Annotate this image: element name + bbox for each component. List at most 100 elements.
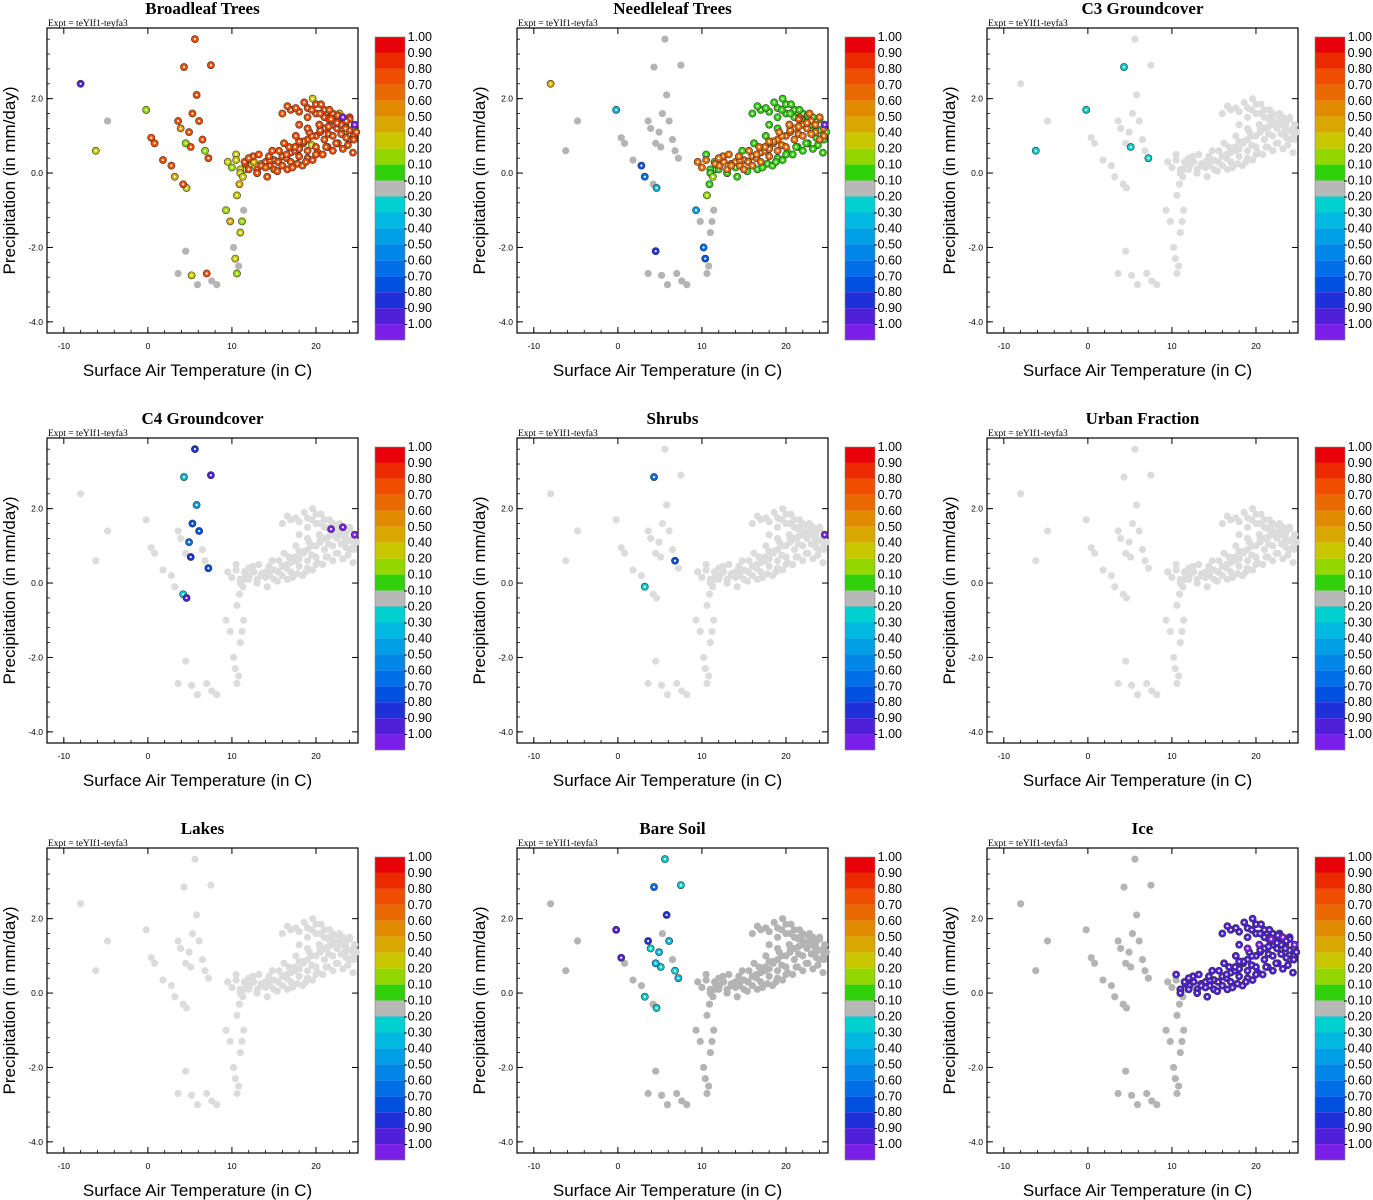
y-tick-label: -2.0 [498, 652, 513, 662]
x-axis-label: Surface Air Temperature (in C) [83, 771, 312, 790]
data-point-center [1254, 973, 1258, 976]
data-point [778, 926, 786, 934]
colorbar-segment [845, 84, 875, 101]
data-point [174, 937, 182, 945]
data-point-center [1207, 975, 1211, 978]
colorbar-label: -0.70 [404, 679, 433, 693]
colorbar-segment [375, 1128, 405, 1145]
data-point [1218, 572, 1226, 580]
data-point [268, 967, 276, 975]
data-point-center [655, 186, 658, 190]
data-point-center [763, 145, 767, 149]
data-point [814, 961, 822, 969]
colorbar-label: -0.10 [874, 174, 903, 188]
data-point [1175, 1000, 1184, 1008]
data-point-center [768, 123, 771, 126]
data-point [333, 529, 341, 537]
data-point-center [321, 153, 324, 156]
data-point [1135, 117, 1143, 125]
data-point [1138, 955, 1147, 964]
data-point [673, 679, 681, 688]
data-point [683, 691, 691, 699]
colorbar-segment [375, 857, 405, 873]
data-point [701, 665, 709, 673]
data-point [750, 549, 758, 557]
colorbar-segment [845, 888, 875, 905]
data-point [228, 573, 236, 582]
colorbar-segment [375, 244, 405, 261]
data-point [236, 989, 244, 997]
data-point [1114, 1089, 1122, 1098]
data-point [300, 918, 308, 926]
data-point [1135, 527, 1143, 535]
colorbar-segment [845, 1128, 875, 1145]
colorbar-segment [375, 1080, 405, 1097]
data-point [1133, 1101, 1142, 1109]
data-point [263, 993, 271, 1001]
data-point [706, 989, 714, 997]
plot-frame [986, 437, 1299, 744]
colorbar-frame [374, 36, 406, 341]
data-point [1282, 544, 1290, 552]
data-point [1256, 519, 1264, 528]
panel-title: Ice [1132, 819, 1154, 838]
colorbar-segment [1315, 622, 1345, 639]
colorbar-segment [375, 324, 405, 341]
data-point-center [193, 38, 197, 41]
data-point [349, 969, 357, 977]
colorbar-segment [845, 324, 875, 341]
data-point [1267, 115, 1275, 123]
data-point [797, 935, 805, 943]
colorbar-segment [1315, 180, 1345, 197]
y-axis-label: Precipitation (in mm/day) [940, 86, 959, 274]
colorbar-label: 0.90 [878, 866, 902, 880]
data-point [762, 952, 770, 960]
data-point-center [761, 166, 764, 169]
data-point [324, 532, 333, 541]
data-point-center [736, 175, 739, 178]
data-point [308, 926, 316, 934]
data-point-center [1285, 939, 1288, 943]
data-point [772, 568, 780, 576]
data-point-center [230, 166, 234, 169]
data-point-center [1261, 973, 1264, 976]
data-point-center [1271, 954, 1274, 957]
colorbar-label: 0.20 [878, 962, 902, 976]
data-point-center [791, 153, 794, 156]
data-point [617, 544, 625, 552]
data-point-center [281, 112, 284, 115]
data-point [1213, 167, 1221, 175]
colorbar-label: -0.20 [404, 190, 433, 204]
data-point [333, 939, 341, 947]
data-point-center [323, 138, 326, 141]
x-tick-label: -10 [58, 1161, 71, 1171]
data-point-center [1231, 986, 1234, 989]
x-tick-label: 0 [145, 341, 150, 351]
data-point [224, 978, 232, 986]
data-point [1173, 1011, 1181, 1019]
data-point-center [1284, 947, 1287, 950]
data-point [1265, 516, 1274, 524]
colorbar-label: 0.10 [878, 978, 902, 992]
data-point [1264, 532, 1273, 541]
scatter-points [546, 35, 831, 289]
data-point-center [330, 118, 333, 121]
colorbar-segment [375, 952, 405, 969]
data-point [789, 970, 797, 979]
colorbar-segment [1315, 52, 1345, 69]
data-point [822, 538, 830, 546]
data-point [1272, 549, 1280, 557]
data-point-center [340, 132, 343, 136]
x-axis-label: Surface Air Temperature (in C) [1023, 771, 1252, 790]
data-point [1243, 124, 1252, 133]
data-point [700, 1063, 708, 1072]
data-point [1099, 566, 1107, 574]
data-point [1143, 269, 1151, 278]
data-point [812, 544, 820, 552]
plot-frame [986, 27, 1299, 334]
colorbar-segment [375, 180, 405, 197]
data-point [1273, 119, 1281, 127]
data-point [188, 929, 197, 938]
data-point [1195, 150, 1203, 159]
data-point [795, 926, 804, 934]
